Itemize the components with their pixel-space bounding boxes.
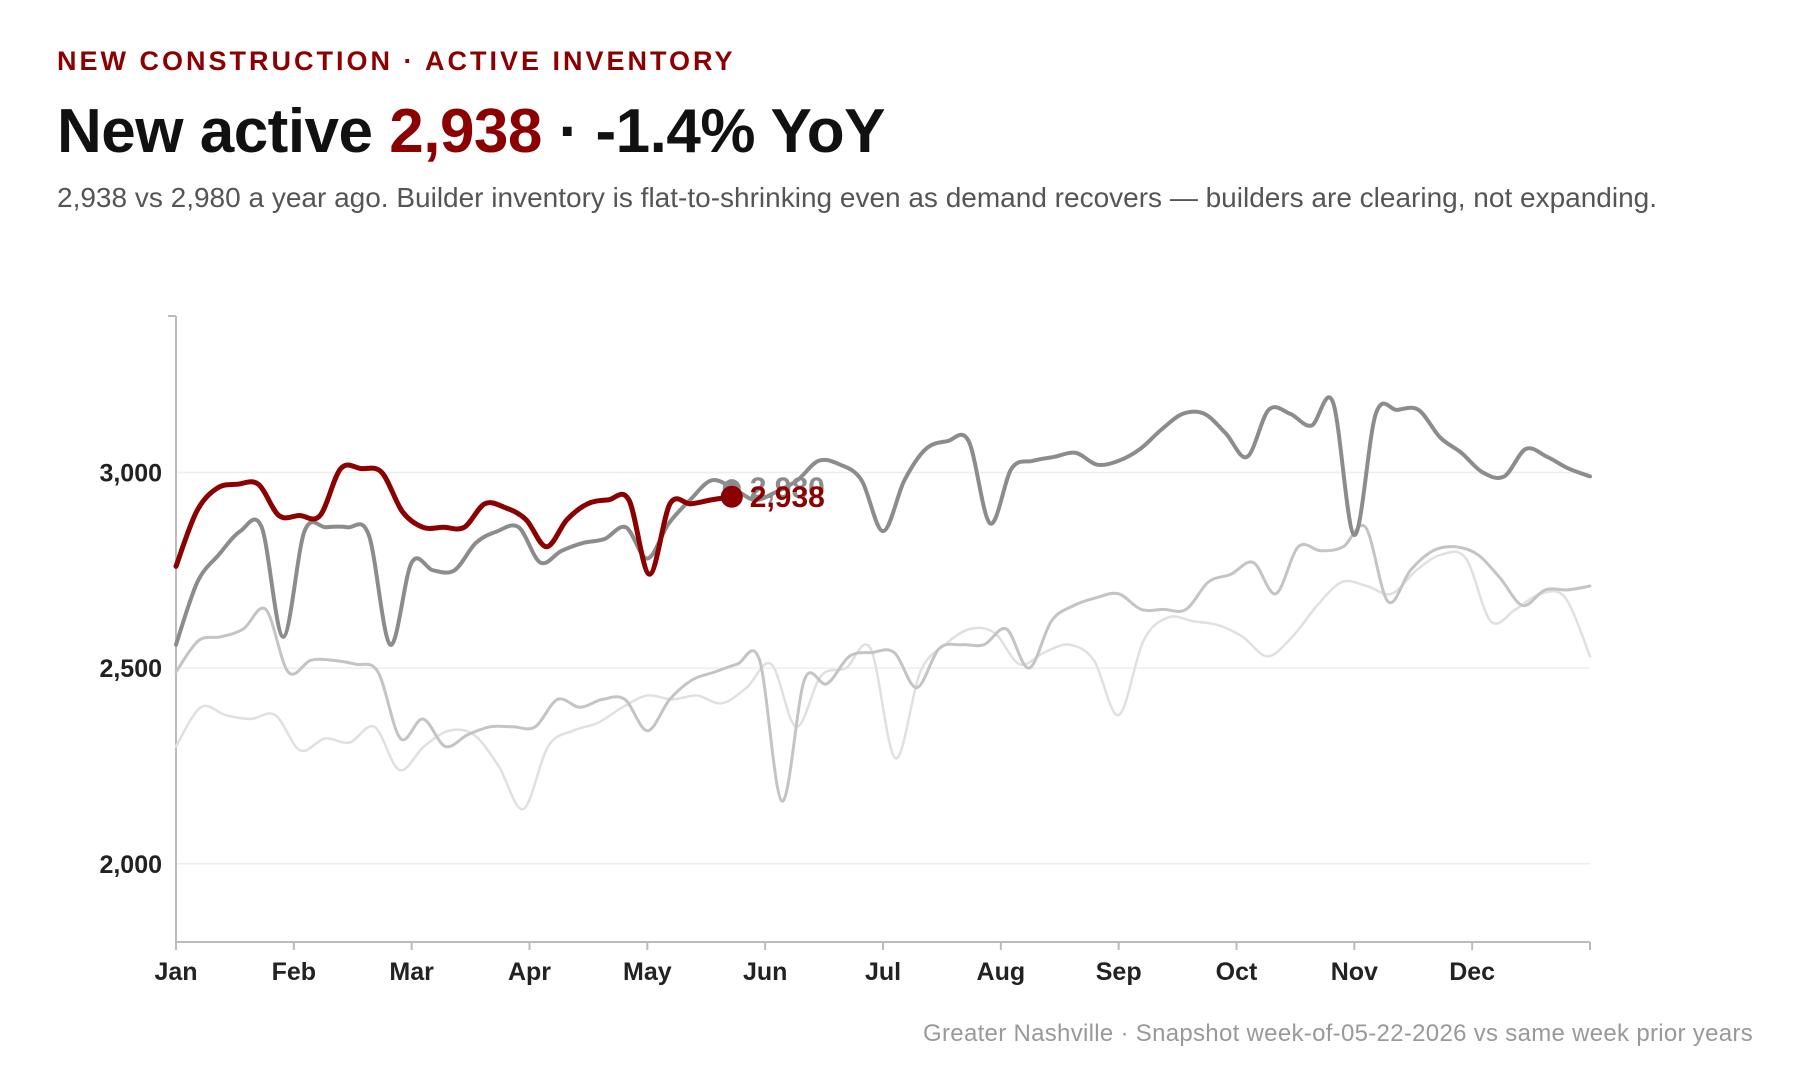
headline-value: 2,938 — [389, 97, 542, 166]
series-lines — [173, 395, 1592, 811]
end-marker-current — [720, 485, 743, 508]
chart-axes: 2,000 2,500 3,000 Jan Feb Mar Apr May Jun Jul Aug S… — [99, 315, 1591, 986]
x-tick-label: Jun — [743, 958, 787, 986]
series-line-prior_2 — [174, 523, 1592, 803]
x-tick-label: Jan — [154, 958, 197, 986]
series-line-prior_3 — [174, 550, 1592, 811]
headline-suffix: · -1.4% YoY — [541, 97, 886, 166]
x-tick-label: Aug — [977, 958, 1026, 986]
x-tick-label: Sep — [1096, 958, 1142, 986]
y-tick-label: 3,000 — [99, 460, 162, 488]
chart-footer: Greater Nashville · Snapshot week-of-05-… — [923, 1020, 1753, 1047]
x-tick-label: Jul — [865, 958, 901, 986]
x-tick-label: May — [623, 958, 672, 986]
x-tick-label: Nov — [1331, 958, 1378, 986]
grid-lines — [176, 471, 1590, 865]
series-line-prior_1 — [174, 395, 1592, 647]
end-label-prior_1: 2,980 — [750, 472, 825, 505]
x-tick-label: Oct — [1216, 958, 1258, 986]
x-tick-label: Dec — [1449, 958, 1495, 986]
x-tick-label: Apr — [508, 958, 551, 986]
chart-headline: New active 2,938 · -1.4% YoY — [57, 96, 886, 167]
end-label-current: 2,938 — [750, 481, 825, 514]
x-tick-label: Mar — [389, 958, 434, 986]
y-tick-label: 2,000 — [99, 851, 162, 879]
chart-kicker: NEW CONSTRUCTION · ACTIVE INVENTORY — [57, 46, 736, 76]
series-line-current — [173, 462, 735, 577]
chart-subtitle: 2,938 vs 2,980 a year ago. Builder inven… — [57, 182, 1658, 213]
y-tick-label: 2,500 — [99, 655, 162, 683]
headline-prefix: New active — [57, 97, 390, 166]
x-tick-label: Feb — [272, 958, 316, 986]
line-chart: 2,000 2,500 3,000 Jan Feb Mar Apr May Jun Jul Aug S… — [99, 315, 1592, 986]
